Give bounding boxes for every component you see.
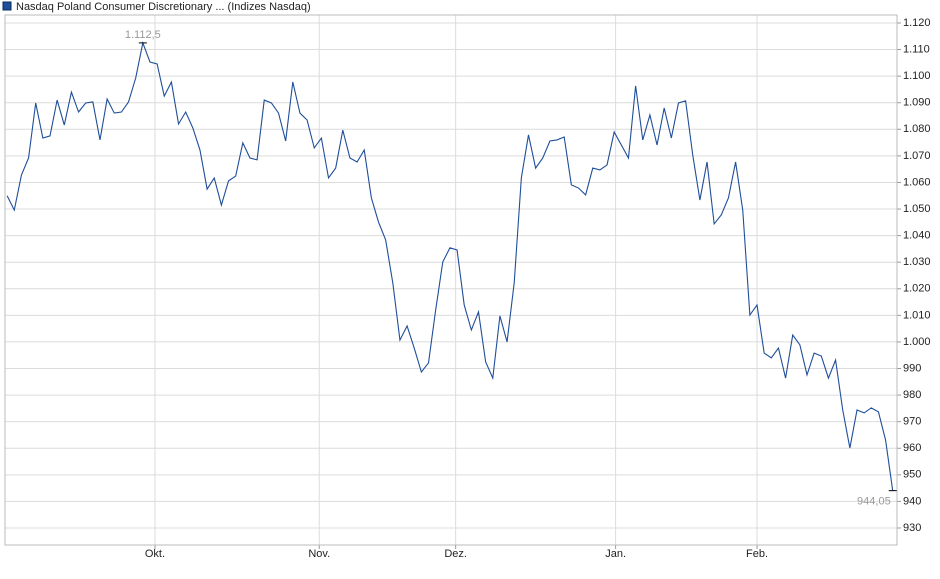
y-tick-label: 1.060 [903,176,931,188]
y-tick-label: 1.030 [903,256,931,268]
x-tick-label: Dez. [444,548,467,560]
extreme-label: 944,05 [857,496,891,508]
y-tick-label: 930 [903,522,921,534]
extreme-label: 1.112,5 [125,29,161,41]
y-tick-label: 980 [903,389,921,401]
y-tick-label: 970 [903,416,921,428]
y-tick-label: 950 [903,469,921,481]
y-tick-label: 1.000 [903,336,931,348]
price-line [6,40,894,491]
y-tick-label: 1.020 [903,283,931,295]
y-tick-label: 1.070 [903,150,931,162]
y-tick-label: 990 [903,362,921,374]
y-tick-label: 1.090 [903,97,931,109]
x-tick-label: Feb. [746,548,768,560]
chart-title: Nasdaq Poland Consumer Discretionary ...… [16,1,311,13]
y-tick-label: 1.040 [903,230,931,242]
y-tick-label: 940 [903,495,921,507]
y-tick-label: 1.120 [903,17,931,29]
x-tick-label: Jan. [605,548,626,560]
x-tick-label: Okt. [145,548,165,560]
y-tick-label: 1.110 [903,43,930,55]
y-tick-label: 960 [903,442,921,454]
y-tick-label: 1.100 [903,70,931,82]
legend-swatch [2,1,12,11]
y-tick-label: 1.010 [903,309,931,321]
x-tick-label: Nov. [308,548,330,560]
y-tick-label: 1.050 [903,203,931,215]
plot-frame [4,14,898,546]
y-tick-label: 1.080 [903,123,931,135]
